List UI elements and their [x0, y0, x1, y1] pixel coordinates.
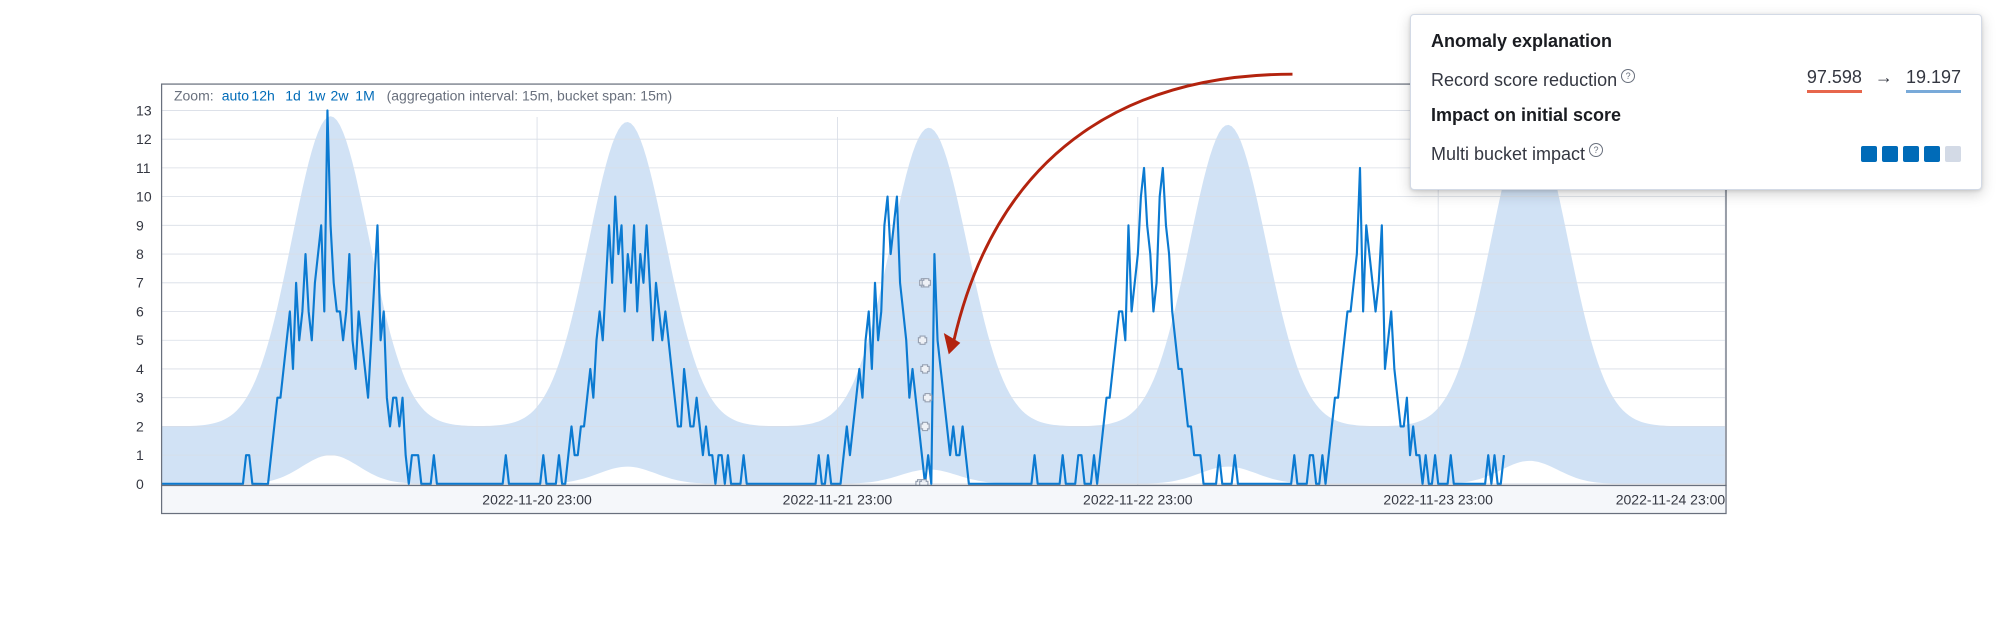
anomaly-explanation-tooltip: Anomaly explanation Record score reducti…: [1410, 14, 1982, 190]
question-circle-icon[interactable]: ?: [1589, 143, 1604, 157]
impact-title: Impact on initial score: [1431, 105, 1622, 125]
annotation-arrow-head: [943, 333, 961, 355]
x-tick-label: 2022-11-23 23:00: [1383, 491, 1493, 507]
y-tick-label: 13: [136, 102, 152, 118]
zoom-option-2w[interactable]: 2w: [331, 88, 350, 104]
x-tick-label: 2022-11-21 23:00: [783, 491, 893, 507]
tooltip-title: Anomaly explanation: [1431, 31, 1613, 51]
multi-bucket-row: Multi bucket impact ?: [1431, 137, 1961, 171]
actual-values-line: [161, 109, 1505, 485]
anomaly-marker: [920, 364, 930, 374]
question-circle-icon[interactable]: ?: [1621, 69, 1636, 83]
right-arrow-icon: →: [1874, 67, 1893, 87]
anomaly-marker: [922, 392, 933, 403]
zoom-option-1w[interactable]: 1w: [307, 88, 326, 104]
x-tick-label: 2022-11-20 23:00: [482, 491, 592, 507]
y-tick-label: 6: [136, 303, 144, 319]
y-tick-label: 2: [136, 418, 144, 434]
model-bounds-band: [161, 116, 1727, 484]
initial-score: 97.598: [1806, 67, 1862, 93]
impact-square: [1945, 146, 1961, 162]
y-tick-label: 7: [136, 275, 144, 291]
final-score: 19.197: [1905, 67, 1961, 93]
x-axis-strip: [160, 484, 1727, 515]
y-tick-label: 8: [136, 246, 144, 262]
record-score-row: Record score reduction ? 97.598 → 19.197: [1431, 63, 1961, 97]
x-tick-label: 2022-11-24 23:00: [1616, 491, 1726, 507]
record-score-label: Record score reduction: [1431, 69, 1618, 90]
anomaly-marker: [920, 421, 930, 432]
y-tick-label: 10: [136, 189, 152, 205]
impact-square: [1903, 146, 1919, 162]
zoom-label: Zoom:: [174, 88, 214, 104]
zoom-option-1d[interactable]: 1d: [285, 88, 301, 104]
anomaly-marker: [917, 335, 928, 345]
y-tick-label: 11: [136, 160, 151, 176]
y-tick-label: 12: [136, 131, 152, 147]
zoom-controls: Zoom: auto 12h 1d 1w 2w 1M (aggregation …: [174, 88, 672, 104]
y-tick-label: 3: [136, 390, 144, 406]
annotation-arrow: [943, 72, 1293, 355]
impact-square: [1861, 146, 1877, 162]
series-line: [161, 109, 1505, 485]
anomaly-marker: [921, 278, 931, 288]
y-tick-label: 5: [136, 332, 144, 348]
model-bounds-area: [161, 116, 1727, 484]
x-tick-label: 2022-11-22 23:00: [1083, 491, 1193, 507]
zoom-option-12h[interactable]: 12h: [251, 88, 274, 104]
y-tick-label: 4: [136, 361, 144, 377]
annotation-arrow-curve: [952, 72, 1293, 342]
y-tick-label: 9: [136, 217, 144, 233]
zoom-info: (aggregation interval: 15m, bucket span:…: [387, 88, 673, 104]
y-tick-label: 1: [136, 447, 144, 463]
multi-bucket-impact-indicator: [1861, 146, 1961, 162]
zoom-option-auto[interactable]: auto: [222, 88, 249, 104]
multi-bucket-label: Multi bucket impact: [1431, 143, 1586, 164]
y-tick-label: 0: [136, 476, 144, 492]
impact-square: [1924, 146, 1940, 162]
zoom-option-1m[interactable]: 1M: [355, 88, 374, 104]
impact-square: [1882, 146, 1898, 162]
